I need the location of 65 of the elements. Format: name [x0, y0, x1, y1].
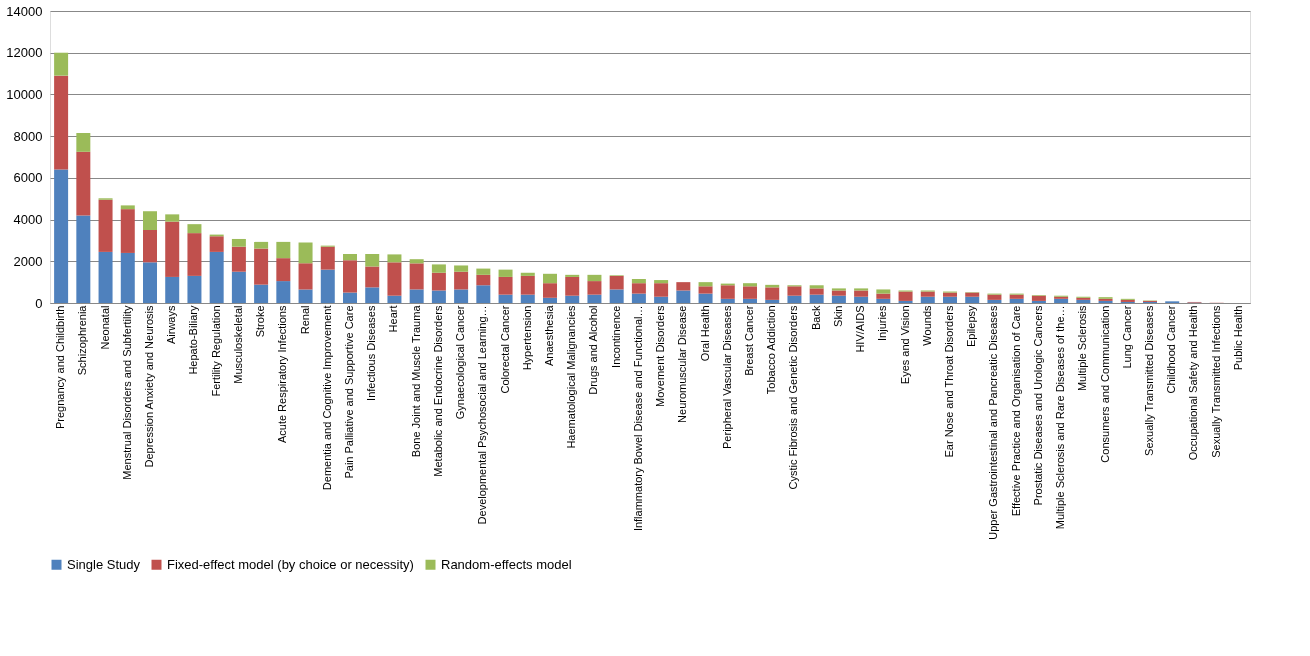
x-tick-label: HIV/AIDS: [854, 305, 867, 353]
x-tick-label: Hepato-Biliary: [187, 305, 200, 375]
x-tick-label: Bone Joint and Muscle Trauma: [409, 304, 422, 458]
x-tick-label: Eyes and Vision: [898, 305, 911, 385]
y-tick-label: 2000: [13, 253, 43, 269]
y-tick-label: 14000: [6, 3, 43, 19]
x-tick-label: Hypertension: [520, 305, 533, 371]
x-tick-label: Upper Gastrointestinal and Pancreatic Diseases: [987, 305, 1000, 540]
x-tick-label: Schizophrenia: [76, 304, 89, 376]
x-tick-label: Prostatic Diseases and Urologic Cancers: [1031, 305, 1044, 506]
x-tick-label: Haematological Malignancies: [565, 305, 578, 449]
y-tick-label: 4000: [13, 212, 43, 228]
x-tick-label: Depression Anxiety and Neurosis: [143, 305, 155, 468]
x-tick-label: Public Health: [1231, 305, 1244, 371]
x-tick-label: Metabolic and Endocrine Disorders: [431, 305, 444, 477]
x-tick-label: Renal: [298, 305, 311, 335]
y-tick-label: 0: [35, 295, 43, 311]
x-tick-label: Pain Palliative and Supportive Care: [343, 305, 355, 479]
x-tick-label: Gynaecological Cancer: [454, 305, 467, 420]
x-tick-label: Drugs and Alcohol: [587, 305, 600, 395]
x-tick-label: Tobacco Addiction: [765, 305, 778, 395]
x-tick-label: Musculoskeletal: [231, 305, 244, 384]
x-tick-label: Sexually Transmitted Infections: [1209, 305, 1222, 458]
x-tick-label: Pregnancy and Childbirth: [54, 305, 67, 430]
x-tick-label: Ear Nose and Throat Disorders: [943, 305, 955, 458]
x-tick-label: Dementia and Cognitive Improvement: [320, 305, 333, 491]
x-tick-label: Fertility Regulation: [209, 305, 222, 397]
legend-label: Single Study: [67, 556, 141, 572]
y-tick-label: 8000: [13, 128, 43, 144]
x-tick-label: Effective Practice and Organisation of Care: [1009, 305, 1022, 517]
y-tick-label: 12000: [6, 45, 43, 61]
x-tick-label: Cystic Fibrosis and Genetic Disorders: [787, 305, 800, 490]
x-tick-label: Skin: [831, 305, 844, 327]
x-tick-label: Wounds: [920, 305, 933, 346]
x-tick-label: Lung Cancer: [1120, 305, 1133, 369]
x-tick-label: Airways: [165, 305, 178, 345]
x-tick-label: Sexually Transmitted Diseases: [1143, 305, 1155, 456]
x-tick-label: Multiple Sclerosis and Rare Diseases of the…: [1054, 305, 1067, 530]
x-tick-label: Menstrual Disorders and Subfertility: [120, 305, 133, 480]
x-tick-label: Oral Health: [698, 305, 711, 362]
x-tick-label: Heart: [387, 305, 400, 333]
x-tick-label: Back: [809, 305, 822, 330]
x-tick-label: Anaesthesia: [543, 304, 555, 367]
x-tick-label: Stroke: [254, 305, 267, 338]
x-tick-label: Acute Respiratory Infections: [276, 305, 289, 444]
x-tick-label: Multiple Sclerosis: [1076, 305, 1089, 392]
legend-label: Random-effects model: [441, 556, 572, 572]
y-tick-label: 10000: [6, 86, 43, 102]
x-tick-label: Incontinence: [609, 305, 622, 368]
x-tick-label: Infectious Diseases: [365, 305, 378, 401]
x-tick-label: Inflammatory Bowel Disease and Functional…: [631, 305, 644, 532]
x-tick-label: Neuromuscular Disease: [676, 305, 689, 423]
x-tick-label: Childhood Cancer: [1165, 305, 1178, 394]
y-tick-label: 6000: [13, 170, 43, 186]
x-tick-label: Epilepsy: [965, 305, 978, 348]
x-tick-label: Peripheral Vascular Diseases: [720, 305, 733, 449]
x-tick-label: Consumers and Communication: [1098, 305, 1111, 463]
x-tick-label: Occupational Safety and Health: [1187, 305, 1200, 461]
x-tick-label: Colorectal Cancer: [498, 305, 511, 394]
legend-label: Fixed-effect model (by choice or necessity): [167, 556, 414, 572]
x-tick-label: Movement Disorders: [654, 305, 667, 407]
x-tick-label: Neonatal: [98, 305, 111, 350]
x-tick-label: Developmental Psychosocial and Learning…: [476, 305, 489, 525]
x-tick-label: Injuries: [876, 305, 889, 341]
x-tick-label: Breast Cancer: [743, 305, 755, 376]
